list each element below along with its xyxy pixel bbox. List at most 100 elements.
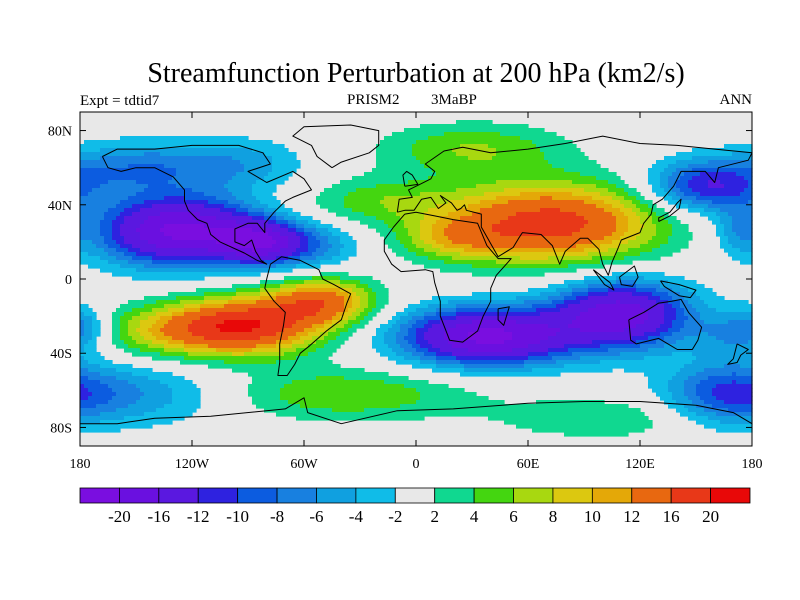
field-cell bbox=[740, 192, 753, 197]
field-cell bbox=[332, 244, 345, 249]
field-cell bbox=[480, 328, 505, 333]
field-cell bbox=[588, 308, 645, 313]
field-cell bbox=[472, 320, 517, 325]
field-cell bbox=[628, 240, 649, 245]
field-cell bbox=[728, 252, 753, 257]
field-cell bbox=[392, 228, 409, 233]
coast-new-zealand bbox=[727, 343, 749, 365]
colorbar-label: 8 bbox=[549, 507, 558, 526]
field-cell bbox=[356, 308, 365, 313]
field-cell bbox=[700, 192, 741, 197]
field-cell bbox=[640, 220, 653, 225]
field-cell bbox=[336, 328, 349, 333]
field-cell bbox=[80, 428, 121, 433]
field-cell bbox=[456, 308, 537, 313]
field-cell bbox=[256, 300, 297, 305]
field-cell bbox=[568, 264, 605, 269]
field-cell bbox=[496, 180, 573, 185]
field-cell bbox=[728, 240, 753, 245]
field-cell bbox=[624, 188, 637, 193]
field-cell bbox=[156, 244, 229, 249]
field-cell bbox=[252, 400, 289, 405]
field-cell bbox=[340, 284, 357, 289]
field-cell bbox=[80, 168, 177, 173]
field-cell bbox=[304, 280, 341, 285]
field-cell bbox=[148, 316, 161, 321]
field-cell bbox=[624, 204, 637, 209]
field-cell bbox=[424, 264, 473, 269]
field-cell bbox=[472, 244, 577, 249]
field-cell bbox=[268, 172, 293, 177]
field-cell bbox=[672, 288, 689, 293]
coast-borneo bbox=[619, 265, 639, 287]
field-cell bbox=[204, 204, 225, 209]
field-cell bbox=[580, 312, 649, 317]
field-cell bbox=[148, 184, 177, 189]
coast-madagascar bbox=[497, 306, 510, 326]
field-cell bbox=[580, 228, 617, 233]
field-cell bbox=[280, 232, 297, 237]
field-cell bbox=[544, 156, 589, 161]
field-cell bbox=[748, 200, 753, 205]
field-cell bbox=[344, 308, 349, 313]
field-cell bbox=[140, 332, 153, 337]
field-cell bbox=[416, 156, 469, 161]
field-cell bbox=[324, 336, 337, 341]
field-cell bbox=[112, 272, 261, 277]
field-cell bbox=[548, 348, 569, 353]
field-cell bbox=[540, 196, 553, 201]
field-cell bbox=[680, 196, 697, 201]
field-cell bbox=[724, 232, 737, 237]
field-cell bbox=[80, 216, 105, 221]
field-cell bbox=[124, 236, 141, 241]
field-cell bbox=[468, 348, 513, 353]
field-cell bbox=[452, 344, 529, 349]
field-cell bbox=[428, 328, 449, 333]
field-cell bbox=[676, 308, 685, 313]
field-cell bbox=[80, 176, 173, 181]
field-cell bbox=[632, 292, 653, 297]
field-cell bbox=[84, 320, 93, 325]
field-cell bbox=[184, 344, 209, 349]
field-cell bbox=[372, 340, 385, 345]
field-cell bbox=[276, 208, 293, 213]
field-cell bbox=[80, 260, 109, 265]
field-cell bbox=[612, 204, 625, 209]
field-cell bbox=[348, 316, 357, 321]
field-cell bbox=[128, 380, 161, 385]
field-cell bbox=[708, 304, 753, 309]
field-cell bbox=[132, 212, 161, 217]
field-cell bbox=[128, 332, 141, 337]
field-cell bbox=[412, 316, 425, 321]
field-cell bbox=[304, 224, 317, 229]
field-cell bbox=[364, 172, 437, 177]
field-cell bbox=[424, 336, 445, 341]
field-cell bbox=[80, 364, 101, 369]
field-cell bbox=[352, 304, 361, 309]
field-cell bbox=[676, 372, 697, 377]
field-cell bbox=[628, 224, 645, 229]
field-cell bbox=[276, 264, 297, 269]
field-cell bbox=[596, 184, 617, 189]
field-cell bbox=[696, 292, 717, 297]
field-cell bbox=[84, 140, 273, 145]
field-cell bbox=[220, 208, 237, 213]
field-cell bbox=[296, 248, 309, 253]
field-cell bbox=[140, 320, 157, 325]
field-cell bbox=[108, 252, 125, 257]
field-cell bbox=[688, 204, 709, 209]
field-cell bbox=[588, 284, 613, 289]
field-cell bbox=[444, 244, 473, 249]
field-cell bbox=[368, 284, 385, 289]
field-cell bbox=[640, 252, 673, 257]
field-cell bbox=[708, 184, 725, 189]
colorbar-box bbox=[316, 487, 357, 504]
field-cell bbox=[296, 264, 321, 269]
field-cell bbox=[276, 360, 333, 365]
field-cell bbox=[516, 424, 653, 429]
field-cell bbox=[200, 308, 249, 313]
field-cell bbox=[464, 196, 497, 201]
field-cell bbox=[620, 300, 657, 305]
field-cell bbox=[472, 264, 569, 269]
field-cell bbox=[288, 256, 301, 261]
